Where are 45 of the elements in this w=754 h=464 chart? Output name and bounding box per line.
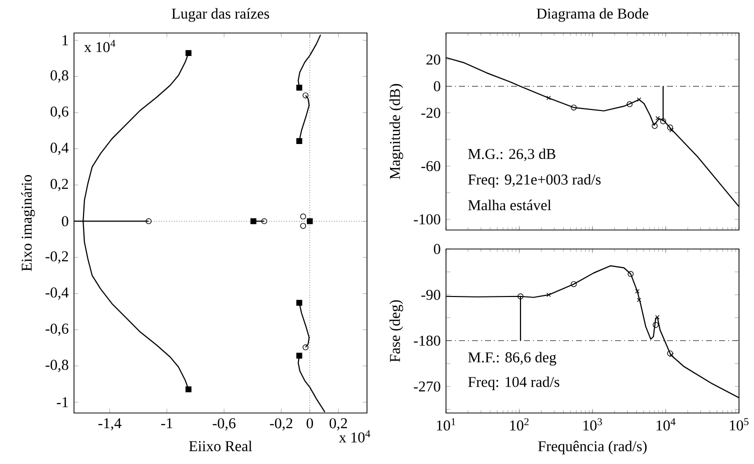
y-tick-label: 0,4 bbox=[50, 142, 69, 155]
x-tick-label: -0,2 bbox=[270, 418, 292, 430]
x-tick-label: 10$^{1}$ bbox=[436, 418, 456, 430]
y-tick-label: 1 bbox=[62, 35, 68, 46]
y-axis-title: Eixo imaginário bbox=[21, 175, 35, 272]
x-tick-label: -0,6 bbox=[212, 418, 236, 430]
chart-title: Lugar das raízes bbox=[172, 8, 270, 22]
y-tick-label: 20 bbox=[426, 54, 440, 65]
x-axis-title: Frequência (rad/s) bbox=[538, 440, 647, 454]
y-tick-label: -0,6 bbox=[46, 324, 68, 336]
annotation: M.G.: 26,3 dB bbox=[468, 148, 556, 162]
y-axis-title: Magnitude (dB) bbox=[389, 84, 404, 180]
annotation: Freq: 104 rad/s bbox=[468, 376, 560, 390]
y-tick-label: -60 bbox=[421, 161, 440, 172]
y-tick-label: -100 bbox=[414, 214, 440, 224]
y-tick-label: 0,2 bbox=[50, 178, 68, 192]
y-tick-label: -0,2 bbox=[46, 251, 68, 264]
y-tick-label: 0 bbox=[62, 216, 68, 226]
text: x 10$^{4}$ bbox=[339, 430, 370, 442]
annotation: Malha estável bbox=[468, 200, 552, 210]
y-tick-label: -20 bbox=[421, 108, 440, 118]
y-tick-label: -1 bbox=[56, 397, 68, 408]
x-tick-label: 10$^{4}$ bbox=[656, 418, 676, 430]
x-axis-title: Eiixo Real bbox=[189, 440, 252, 452]
x-tick-label: -1 bbox=[161, 418, 172, 428]
y-tick-label: -0,8 bbox=[46, 360, 68, 372]
y-axis-title: Fase (deg) bbox=[389, 300, 404, 362]
x-tick-label: 10$^{2}$ bbox=[510, 418, 529, 431]
annotation: x 10$^{4}$ bbox=[84, 40, 116, 52]
annotation: M.F.: 86,6 deg bbox=[468, 352, 556, 366]
chart-title: Diagrama de Bode bbox=[536, 8, 648, 22]
x-tick-label: 10$^{3}$ bbox=[583, 418, 602, 431]
y-tick-label: -270 bbox=[414, 381, 440, 392]
y-tick-label: 0 bbox=[434, 81, 440, 92]
y-tick-label: 0 bbox=[434, 244, 440, 254]
y-tick-label: -0,4 bbox=[46, 287, 69, 300]
y-tick-label: -180 bbox=[414, 336, 440, 346]
x-tick-label: 0 bbox=[306, 418, 314, 428]
x-tick-label: 10$^{5}$ bbox=[730, 418, 748, 430]
y-tick-label: 0,6 bbox=[50, 106, 68, 119]
x-tick-label: -1,4 bbox=[98, 418, 122, 430]
annotation: Freq: 9,21e+003 rad/s bbox=[468, 174, 601, 188]
y-tick-label: 0,8 bbox=[50, 70, 68, 83]
x-tick-label: 0,2 bbox=[330, 418, 347, 430]
y-tick-label: -90 bbox=[421, 290, 440, 300]
